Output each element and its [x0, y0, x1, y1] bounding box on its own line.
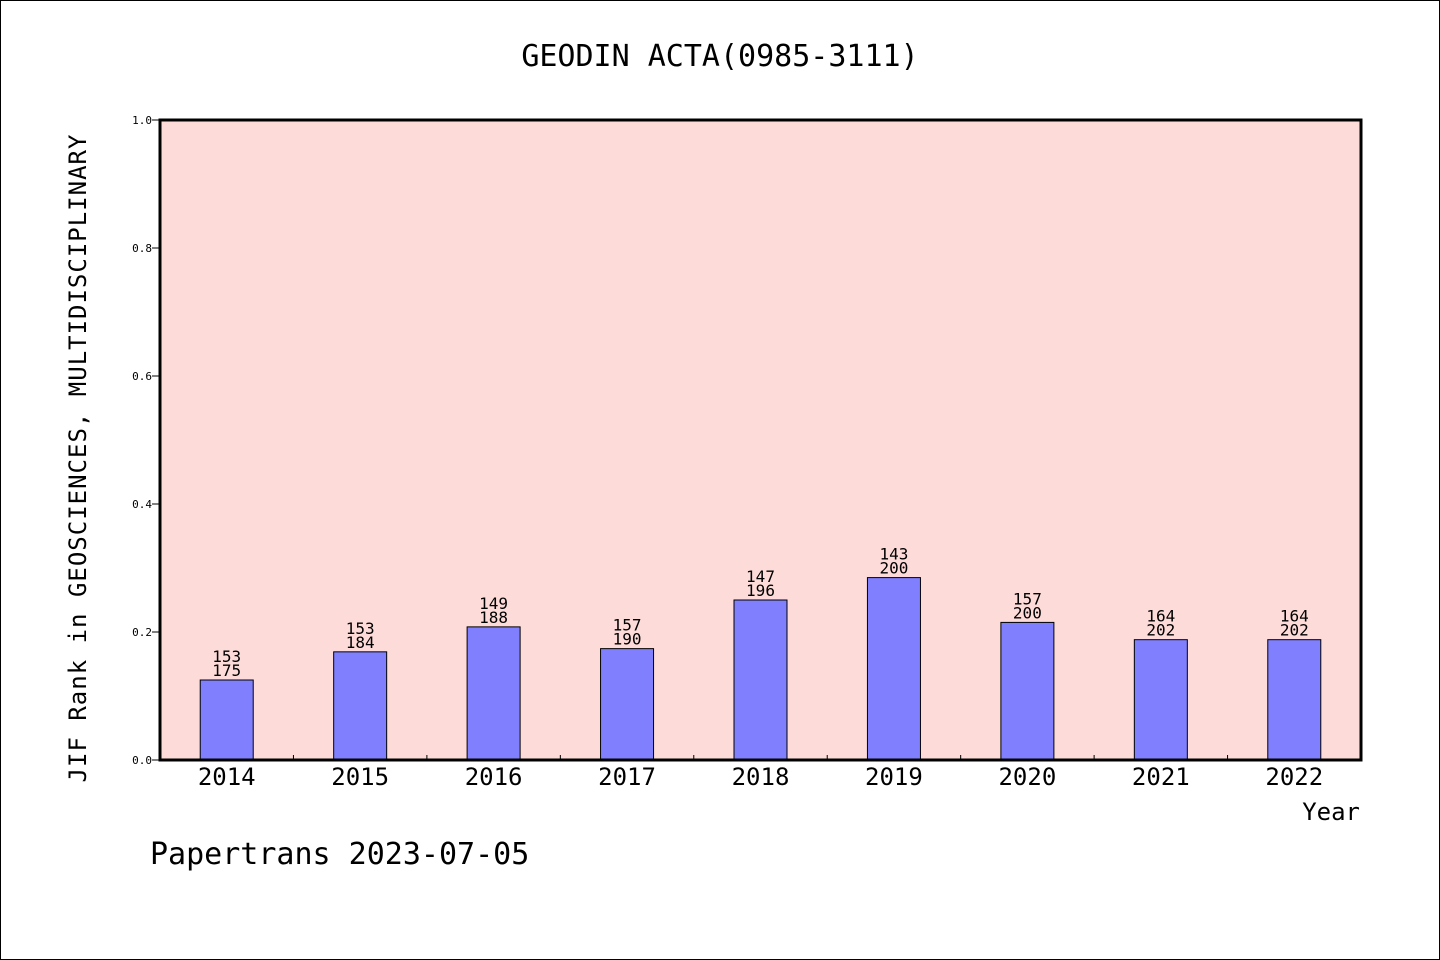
bar-2019	[866, 577, 921, 761]
total-label-2020: 200	[1013, 603, 1042, 622]
bar-2018	[733, 599, 788, 761]
x-tick-label-2022: 2022	[1265, 763, 1323, 791]
y-tick-label: 0.4	[132, 498, 152, 511]
x-tick-label-2020: 2020	[998, 763, 1056, 791]
x-axis: 2014 2015 2016 2017 2018 2019 2020 2021 2022	[198, 755, 1323, 791]
rank-label-2019: 143	[879, 545, 908, 564]
bar-2021	[1133, 639, 1188, 761]
total-label-2014: 175	[212, 661, 241, 680]
plot-border	[158, 118, 1363, 762]
total-label-2016: 188	[479, 608, 508, 627]
x-tick-label-2016: 2016	[465, 763, 523, 791]
bar-2015	[333, 651, 388, 761]
bar-2020	[1000, 621, 1055, 761]
rank-label-2021: 164	[1146, 607, 1175, 626]
total-label-2021: 202	[1146, 621, 1175, 640]
x-axis-label: Year	[1302, 798, 1360, 826]
rank-label-2016: 149	[479, 594, 508, 613]
total-label-2022: 202	[1280, 621, 1309, 640]
x-tick-label-2021: 2021	[1132, 763, 1190, 791]
bar-2017	[600, 648, 655, 761]
rank-label-2018: 147	[746, 567, 775, 586]
x-tick-label-2018: 2018	[732, 763, 790, 791]
rank-label-2017: 157	[613, 616, 642, 635]
y-tick-label: 1.0	[132, 114, 152, 127]
y-axis: 0.0 0.2 0.4 0.6 0.8 1.0	[132, 114, 160, 767]
rank-label-2020: 157	[1013, 589, 1042, 608]
total-label-2019: 200	[879, 559, 908, 578]
x-tick-label-2014: 2014	[198, 763, 256, 791]
chart-title: GEODIN ACTA(0985-3111)	[521, 39, 918, 74]
rank-label-2015: 153	[346, 619, 375, 638]
rank-label-2022: 164	[1280, 607, 1309, 626]
total-label-2017: 190	[613, 630, 642, 649]
total-label-2018: 196	[746, 581, 775, 600]
y-tick-label: 0.2	[132, 626, 152, 639]
total-label-2015: 184	[346, 633, 375, 652]
rank-label-2014: 153	[212, 647, 241, 666]
y-tick-label: 0.8	[132, 242, 152, 255]
x-tick-label-2017: 2017	[598, 763, 656, 791]
x-tick-label-2019: 2019	[865, 763, 923, 791]
x-tick-label-2015: 2015	[331, 763, 389, 791]
y-tick-label: 0.0	[132, 754, 152, 767]
bar-2016	[466, 626, 521, 761]
footer-text: Papertrans 2023-07-05	[150, 837, 529, 872]
bar-series	[199, 577, 1322, 761]
bar-2022	[1267, 639, 1322, 761]
bar-2014	[199, 679, 254, 761]
y-tick-label: 0.6	[132, 370, 152, 383]
y-axis-label: JIF Rank in GEOSCIENCES, MULTIDISCIPLINA…	[64, 134, 92, 783]
